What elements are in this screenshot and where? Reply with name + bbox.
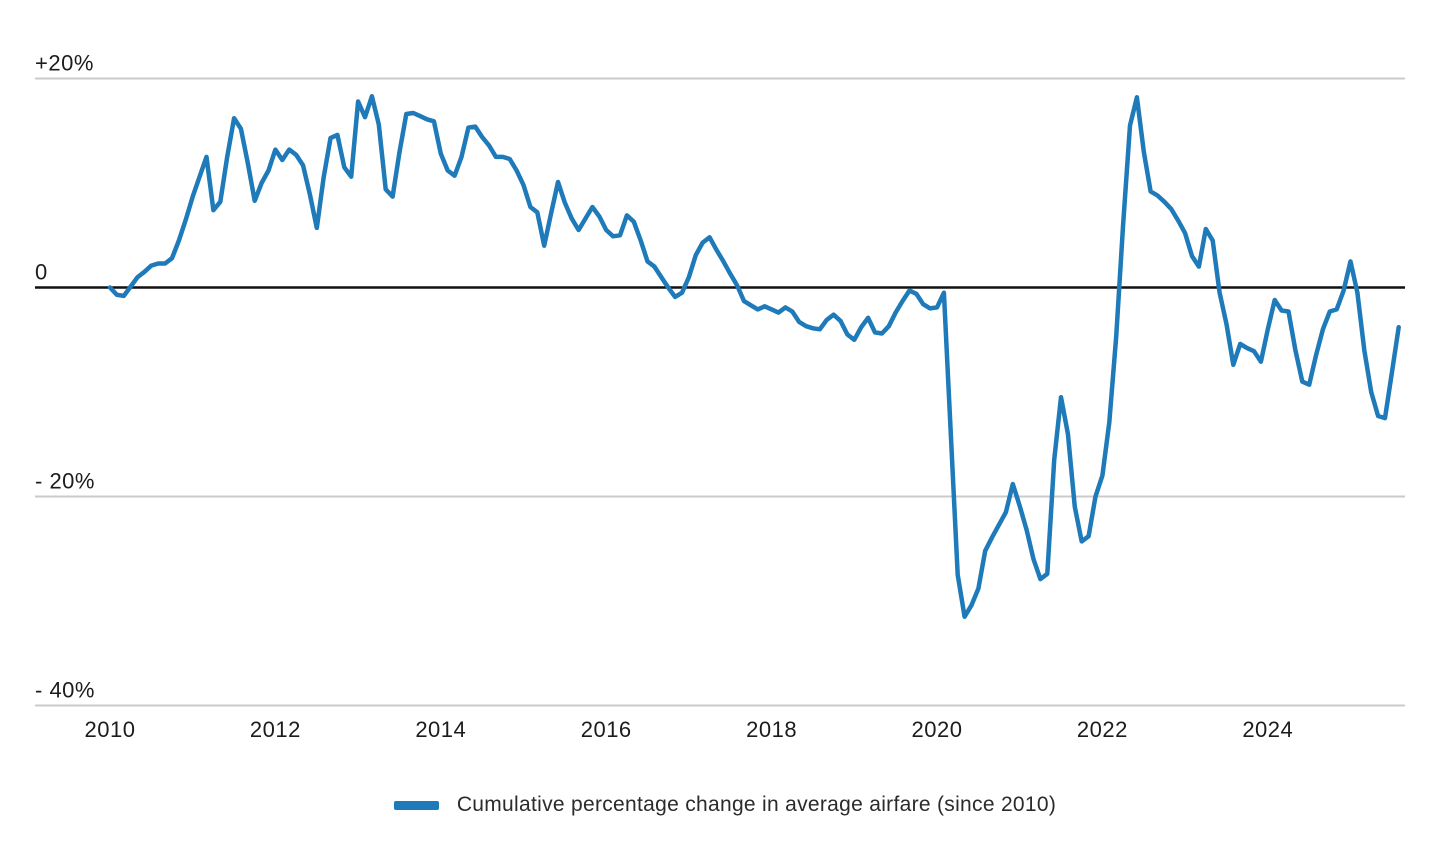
x-tick-label: 2012 xyxy=(250,717,301,742)
x-tick-label: 2018 xyxy=(746,717,797,742)
legend-label: Cumulative percentage change in average … xyxy=(456,793,1057,816)
gridlines xyxy=(35,77,1405,707)
x-tick-label: 2024 xyxy=(1242,717,1293,742)
x-tick-label: 2014 xyxy=(415,717,466,742)
x-tick-label: 2020 xyxy=(912,717,963,742)
y-tick-label: - 40% xyxy=(35,678,95,703)
legend-swatch-icon xyxy=(393,800,439,810)
y-tick-label: +20% xyxy=(35,51,94,76)
y-axis-labels: +20% 0 - 20% - 40% xyxy=(35,51,95,703)
airfare-line-series xyxy=(107,94,1401,619)
x-axis-labels: 2010 2012 2014 2016 2018 2020 2022 2024 xyxy=(85,717,1293,742)
y-tick-label: - 20% xyxy=(35,469,95,494)
x-tick-label: 2016 xyxy=(581,717,632,742)
x-tick-label: 2010 xyxy=(85,717,136,742)
y-tick-label: 0 xyxy=(35,260,48,285)
x-tick-label: 2022 xyxy=(1077,717,1128,742)
legend: Cumulative percentage change in average … xyxy=(0,793,1450,817)
